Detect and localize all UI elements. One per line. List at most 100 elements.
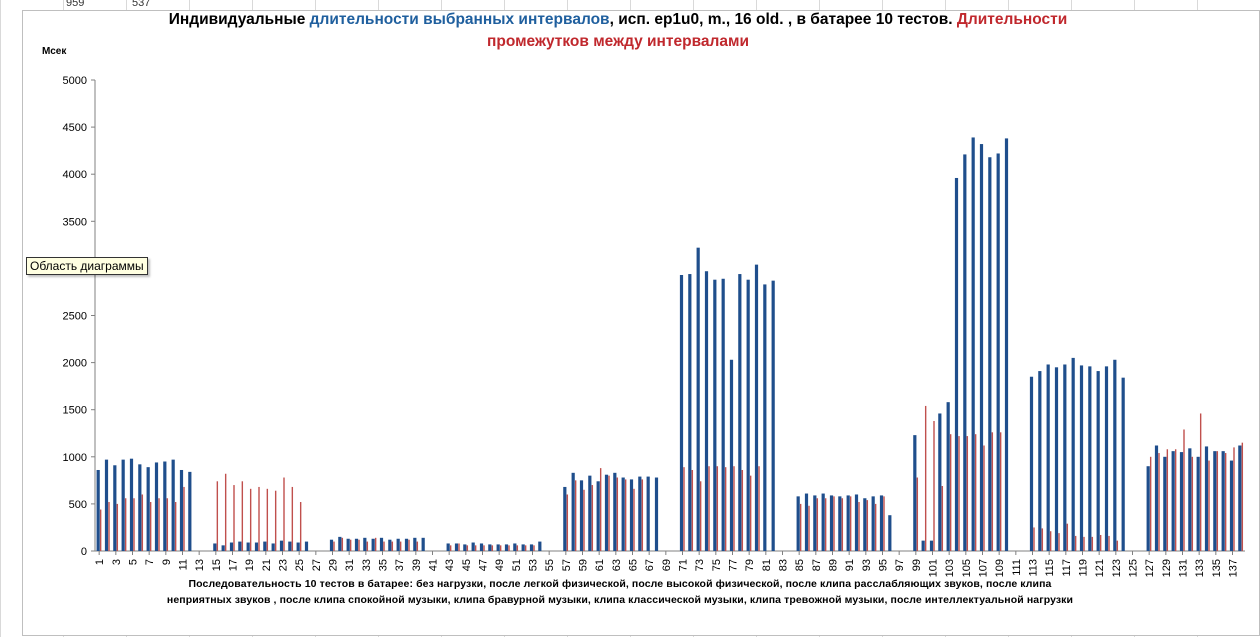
x-tick-label: 103 — [944, 559, 956, 577]
bar-series1 — [488, 544, 492, 551]
bar-series1 — [679, 274, 684, 551]
bar-series1 — [229, 542, 234, 551]
bar-series1 — [404, 538, 409, 551]
bar-series2 — [1174, 449, 1177, 551]
bar-series2 — [1049, 531, 1052, 551]
x-tick-label: 69 — [661, 559, 673, 571]
bar-series2 — [924, 405, 927, 551]
bar-series1 — [604, 474, 609, 551]
y-tick-label: 0 — [81, 546, 87, 558]
bar-series2 — [699, 481, 702, 551]
bar-series1 — [588, 475, 592, 551]
x-tick-label: 131 — [1178, 559, 1190, 577]
bar-series1 — [804, 493, 809, 551]
x-tick-label: 105 — [961, 559, 973, 577]
bar-series1 — [654, 477, 659, 551]
bar-series2 — [799, 503, 802, 551]
x-tick-label: 45 — [461, 559, 473, 571]
x-tick-label: 83 — [778, 559, 790, 571]
bar-series2 — [858, 502, 860, 551]
bar-series1 — [254, 542, 259, 551]
bar-series1 — [96, 469, 100, 551]
bar-series2 — [991, 432, 994, 551]
bar-series2 — [599, 468, 602, 551]
bar-series1 — [863, 498, 867, 551]
bar-series1 — [246, 542, 250, 551]
bar-series2 — [399, 541, 402, 551]
bar-series2 — [508, 545, 510, 551]
bar-series1 — [129, 458, 134, 551]
x-tick-label: 101 — [928, 559, 940, 577]
bar-series2 — [849, 496, 852, 551]
x-tick-label: 63 — [611, 559, 623, 571]
bar-series1 — [879, 495, 884, 551]
x-tick-label: 7 — [144, 559, 156, 565]
bar-series2 — [841, 498, 844, 551]
x-tick-label: 1 — [94, 559, 106, 565]
x-tick-label: 87 — [811, 559, 823, 571]
bar-series2 — [383, 541, 385, 551]
bar-series2 — [108, 502, 110, 551]
bar-series1 — [279, 540, 284, 551]
bar-series2 — [408, 539, 410, 551]
x-tick-label: 39 — [411, 559, 423, 571]
bar-series2 — [366, 541, 369, 551]
bar-series1 — [1188, 448, 1192, 551]
bar-series2 — [574, 480, 577, 551]
bar-series2 — [291, 486, 294, 551]
title-part-red: Длительности — [956, 11, 1068, 28]
bar-series2 — [633, 488, 635, 551]
x-tick-label: 41 — [428, 559, 440, 571]
bar-series1 — [696, 247, 700, 551]
bar-series2 — [124, 498, 127, 551]
bar-series1 — [504, 544, 509, 551]
x-tick-label: 111 — [1011, 559, 1023, 576]
x-tick-label: 61 — [594, 559, 606, 571]
x-tick-label: 51 — [511, 559, 523, 571]
bar-series2 — [116, 503, 119, 551]
bar-series1 — [1046, 364, 1050, 551]
x-tick-label: 127 — [1144, 559, 1156, 577]
bar-series2 — [741, 469, 744, 551]
cell-value[interactable]: 959 — [66, 0, 85, 9]
bar-series1 — [354, 538, 359, 551]
bar-series1 — [479, 543, 484, 551]
x-tick-label: 21 — [261, 559, 273, 571]
bar-series2 — [524, 545, 527, 551]
bar-series1 — [1096, 371, 1100, 551]
bar-series1 — [363, 537, 367, 551]
bar-series1 — [179, 469, 184, 551]
x-tick-label: 99 — [911, 559, 923, 571]
bar-series1 — [754, 264, 759, 551]
bar-series2 — [241, 481, 244, 551]
bar-series1 — [238, 541, 242, 551]
bar-series2 — [883, 496, 885, 551]
bar-series2 — [1091, 536, 1094, 551]
x-tick-label: 67 — [644, 559, 656, 571]
bar-series2 — [141, 494, 144, 551]
bar-series2 — [174, 502, 177, 551]
bar-series1 — [621, 477, 625, 551]
bar-series1 — [721, 278, 725, 551]
cell-value[interactable]: 537 — [132, 0, 151, 9]
x-tick-label: 19 — [244, 559, 256, 571]
bar-series1 — [388, 539, 392, 551]
x-tick-label: 57 — [561, 559, 573, 571]
bar-series1 — [979, 144, 984, 551]
bar-series2 — [166, 498, 169, 551]
bar-series2 — [133, 498, 135, 551]
y-tick-label: 1000 — [63, 452, 87, 464]
bar-series1 — [346, 538, 350, 551]
bar-series2 — [966, 436, 969, 551]
title-part-red-line2: промежутков между интервалами — [486, 33, 750, 50]
bar-series1 — [1171, 451, 1175, 551]
x-tick-label: 135 — [1211, 559, 1223, 577]
bar-series2 — [833, 496, 835, 551]
bar-series2 — [1074, 535, 1077, 551]
bar-series2 — [824, 498, 827, 551]
bar-series2 — [274, 490, 277, 551]
bar-series1 — [213, 543, 217, 551]
bar-series1 — [1063, 364, 1067, 551]
bar-series1 — [946, 402, 950, 551]
y-tick-label: 2500 — [63, 311, 87, 323]
